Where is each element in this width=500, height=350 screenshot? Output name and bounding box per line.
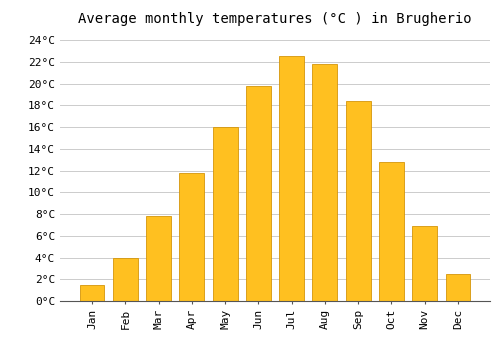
Bar <box>180 173 204 301</box>
Title: Average monthly temperatures (°C ) in Brugherio: Average monthly temperatures (°C ) in Br… <box>78 12 472 26</box>
Bar <box>146 216 171 301</box>
Bar <box>379 162 404 301</box>
Bar <box>412 226 437 301</box>
Bar <box>446 274 470 301</box>
Bar <box>80 285 104 301</box>
Bar <box>279 56 304 301</box>
Bar <box>312 64 338 301</box>
Bar <box>113 258 138 301</box>
Bar <box>212 127 238 301</box>
Bar <box>246 86 271 301</box>
Bar <box>346 101 370 301</box>
